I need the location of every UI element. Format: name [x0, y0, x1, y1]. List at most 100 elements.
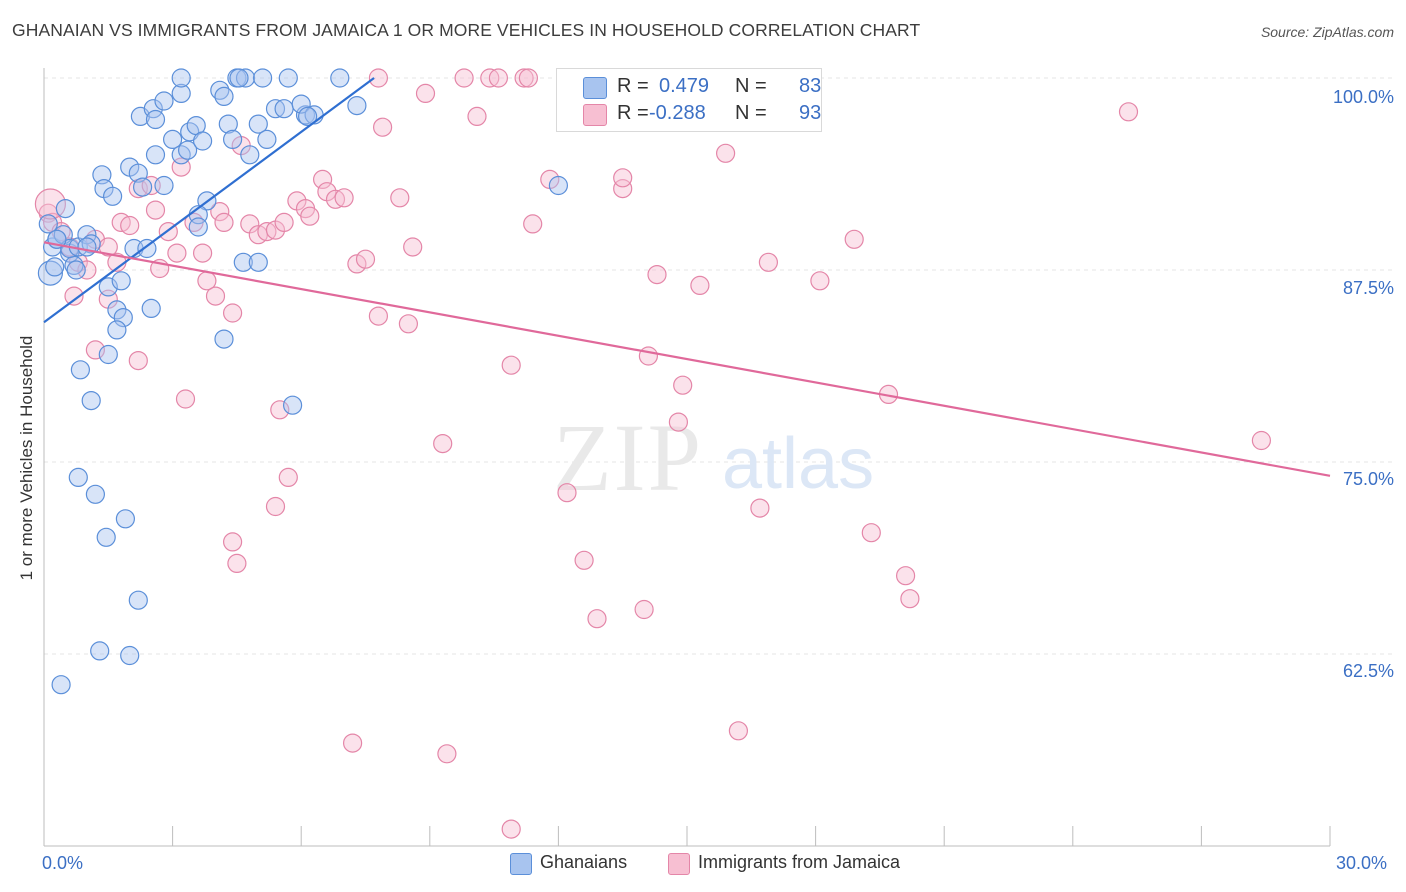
jamaica-point — [415, 83, 436, 104]
jamaica-point — [647, 265, 667, 285]
jamaica-point — [373, 117, 393, 137]
ghanaian-point — [283, 395, 303, 415]
jamaica-point — [501, 819, 521, 839]
ghanaian-point — [233, 252, 253, 272]
ghanaian-point — [68, 467, 88, 487]
jamaica-point — [638, 346, 659, 366]
jamaica-point — [205, 286, 226, 306]
ghanaian-point — [248, 114, 268, 134]
jamaica-point — [900, 589, 920, 609]
jamaica-point — [690, 275, 710, 295]
jamaica-point — [514, 68, 534, 88]
watermark-atlas: atlas — [722, 424, 874, 504]
watermark-zip: ZIP — [553, 404, 703, 511]
jamaica-point — [523, 214, 543, 234]
ghanaian-point — [45, 257, 65, 277]
jamaica-point — [454, 68, 474, 88]
jamaica-point — [758, 252, 779, 272]
jamaica-point — [265, 496, 286, 517]
jamaica-point — [270, 400, 290, 420]
ghanaian-point — [66, 260, 86, 280]
ghanaian-point — [145, 145, 166, 165]
legend-n-label: N = — [735, 102, 767, 124]
trend-line-ghanaians — [43, 77, 375, 324]
ghanaian-point — [115, 509, 136, 529]
jamaica-point — [210, 202, 230, 222]
ghanaian-point — [171, 83, 191, 104]
y-tick-label-87-5: 87.5% — [1342, 278, 1394, 298]
jamaica-point — [120, 215, 140, 236]
correlation-legend: R = 0.479 N = 83 R = -0.288 N = 93 — [556, 68, 822, 132]
jamaica-point — [368, 68, 388, 88]
ghanaian-point — [111, 271, 131, 291]
ghanaian-point — [81, 391, 101, 411]
jamaica-point — [398, 314, 418, 334]
jamaica-point — [895, 566, 916, 586]
ghanaian-point — [163, 129, 183, 149]
jamaica-point — [613, 179, 633, 199]
ghanaian-point — [235, 68, 256, 88]
legend-r-value: 0.479 — [659, 75, 710, 97]
jamaica-point — [214, 212, 234, 232]
ghanaian-point — [145, 109, 166, 130]
ghanaian-point — [214, 86, 234, 107]
jamaica-point — [574, 550, 594, 570]
ghanaian-point — [548, 175, 569, 196]
jamaica-point — [223, 303, 243, 323]
jamaica-point — [128, 351, 148, 371]
legend-n-value: 83 — [799, 75, 822, 97]
ghanaian-point — [188, 217, 208, 237]
jamaica-point — [175, 389, 196, 409]
jamaica-point — [518, 68, 539, 88]
jamaica-point — [347, 254, 367, 274]
ghanaian-point — [120, 645, 140, 666]
legend-swatch-pink — [583, 104, 607, 126]
trend-line-jamaica — [43, 241, 1331, 477]
ghanaian-point — [154, 175, 174, 196]
legend-swatch-pink — [668, 853, 690, 875]
jamaica-point — [467, 106, 487, 127]
ghanaian-point — [218, 114, 238, 134]
y-tick-label-100: 100.0% — [1332, 87, 1394, 107]
ghanaian-point — [274, 99, 294, 119]
ghanaian-point — [98, 344, 118, 365]
jamaica-point — [715, 143, 736, 163]
ghanaian-point — [141, 298, 161, 318]
source-label: Source: ZipAtlas.com — [1260, 24, 1394, 40]
jamaica-point — [673, 375, 693, 395]
jamaica-point — [861, 523, 881, 543]
jamaica-point — [613, 168, 633, 188]
ghanaian-point — [77, 237, 97, 257]
jamaica-point — [300, 206, 320, 226]
jamaica-point — [223, 532, 243, 552]
trend-lines — [43, 77, 1331, 477]
ghanaian-point — [70, 360, 91, 380]
jamaica-point — [810, 271, 830, 291]
jamaica-point — [145, 200, 166, 220]
jamaica-point — [668, 412, 689, 432]
jamaica-point — [334, 188, 354, 208]
jamaica-point — [501, 355, 521, 375]
watermark: ZIP atlas — [553, 404, 874, 511]
ghanaian-point — [128, 590, 148, 610]
ghanaian-point — [330, 68, 350, 88]
ghanaian-point — [90, 641, 110, 661]
jamaica-point — [437, 744, 457, 764]
jamaica-point — [193, 243, 213, 263]
jamaica-point — [728, 721, 749, 741]
x-axis-min-label: 0.0% — [42, 853, 84, 873]
legend-label-jamaica: Immigrants from Jamaica — [698, 852, 901, 872]
ghanaian-point — [291, 94, 311, 114]
jamaica-point — [278, 467, 298, 487]
jamaica-point — [34, 188, 67, 220]
ghanaian-point — [102, 186, 123, 206]
chart-title: GHANAIAN VS IMMIGRANTS FROM JAMAICA 1 OR… — [12, 20, 921, 40]
jamaica-point — [750, 498, 770, 518]
jamaica-point — [390, 188, 410, 208]
ghanaian-point — [154, 91, 174, 111]
jamaica-point — [313, 169, 333, 189]
series-jamaica-points — [34, 68, 1272, 839]
legend-r-label: R = — [617, 75, 649, 97]
jamaica-point — [634, 599, 654, 620]
